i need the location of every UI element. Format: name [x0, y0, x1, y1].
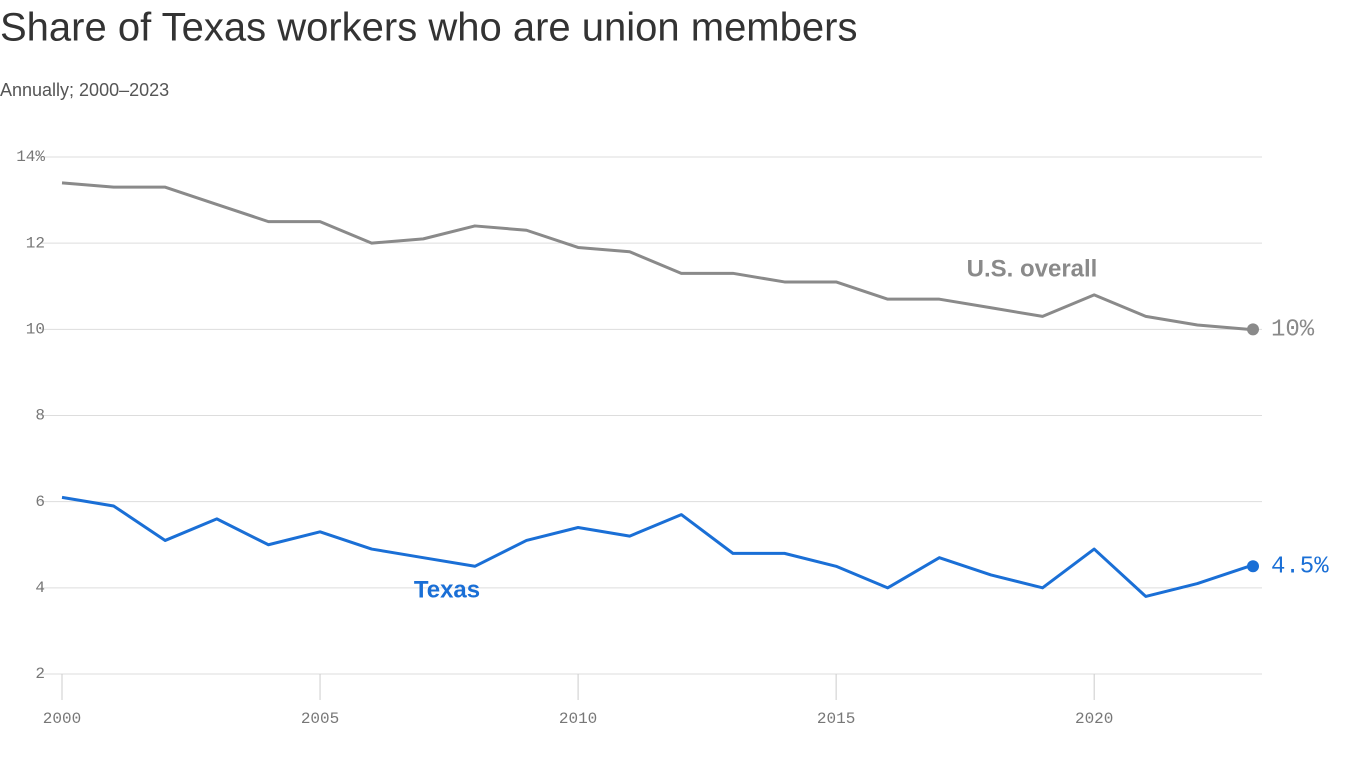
series-label: U.S. overall — [967, 255, 1098, 282]
chart-subtitle: Annually; 2000–2023 — [0, 80, 169, 100]
value-label: 10% — [1271, 317, 1315, 344]
y-tick-label: 10 — [26, 321, 45, 339]
x-tick-label: 2005 — [301, 710, 339, 728]
value-label: 4.5% — [1271, 554, 1329, 581]
x-tick-label: 2000 — [43, 710, 81, 728]
y-tick-label: 2 — [35, 665, 45, 683]
y-tick-label: 12 — [26, 234, 45, 252]
chart-title: Share of Texas workers who are union mem… — [0, 6, 857, 50]
y-tick-label: 14% — [16, 148, 45, 166]
series-label: Texas — [414, 576, 480, 603]
series-line — [61, 181, 1250, 331]
x-tick-label: 2020 — [1075, 710, 1113, 728]
end-dot — [1247, 560, 1259, 573]
x-tick-label: 2015 — [817, 710, 855, 728]
series-line — [61, 495, 1250, 598]
end-dot — [1247, 323, 1259, 336]
y-tick-label: 6 — [35, 493, 45, 511]
y-tick-label: 4 — [35, 579, 45, 597]
x-tick-label: 2010 — [559, 710, 597, 728]
y-tick-label: 8 — [35, 407, 45, 425]
